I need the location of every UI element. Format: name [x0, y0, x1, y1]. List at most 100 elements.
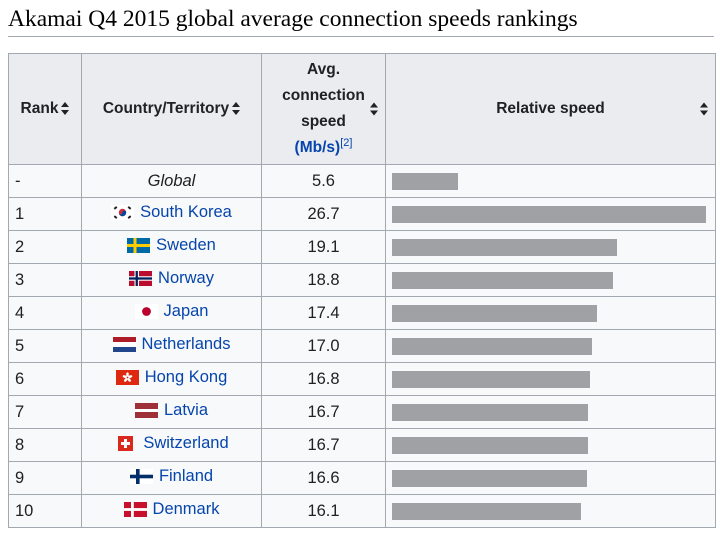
relative-speed-cell	[385, 461, 716, 495]
country-name[interactable]: Norway	[158, 269, 214, 287]
rank-cell: 9	[8, 461, 82, 495]
relative-speed-cell	[385, 164, 716, 198]
relative-speed-bar	[392, 238, 617, 256]
relative-speed-cell	[385, 197, 716, 231]
country-name[interactable]: Denmark	[152, 500, 220, 518]
table-row: 2 Sweden 19.1	[8, 230, 716, 264]
column-header-rank-label: Rank	[20, 100, 59, 117]
table-row: 4 Japan 17.4	[8, 296, 716, 330]
relative-speed-bar	[392, 172, 458, 190]
rank-cell: 6	[8, 362, 82, 396]
column-header-speed-label: Avg. connection speed (Mb/s)[2]	[282, 57, 365, 161]
netherlands-flag-icon	[112, 337, 136, 352]
relative-speed-bar	[392, 469, 587, 487]
page-title: Akamai Q4 2015 global average connection…	[8, 6, 578, 32]
country-cell: Norway	[81, 263, 262, 297]
relative-speed-bar	[392, 436, 588, 454]
table-row: - Global 5.6	[8, 164, 716, 198]
country-cell: Sweden	[81, 230, 262, 264]
speed-header-line-1: Avg.	[306, 61, 340, 78]
rank-cell: 2	[8, 230, 82, 264]
country-cell: Latvia	[81, 395, 262, 429]
country-cell: Global	[81, 164, 262, 198]
relative-speed-cell	[385, 428, 716, 462]
relative-speed-cell	[385, 362, 716, 396]
speed-header-line-2: connection	[282, 87, 365, 104]
rank-cell: 4	[8, 296, 82, 330]
country-cell: Finland	[81, 461, 262, 495]
rank-cell: 5	[8, 329, 82, 363]
country-cell: Denmark	[81, 494, 262, 528]
relative-speed-cell	[385, 395, 716, 429]
sort-icon[interactable]	[700, 102, 708, 116]
country-cell: Netherlands	[81, 329, 262, 363]
column-header-rank[interactable]: Rank	[8, 53, 82, 165]
speed-cell: 17.0	[261, 329, 386, 363]
speed-header-line-3: speed	[301, 113, 346, 130]
speed-cell: 26.7	[261, 197, 386, 231]
speed-cell: 17.4	[261, 296, 386, 330]
relative-speed-bar	[392, 370, 590, 388]
column-header-country-label: Country/Territory	[102, 100, 230, 117]
column-header-speed[interactable]: Avg. connection speed (Mb/s)[2]	[261, 53, 386, 165]
table-row: 9 Finland 16.6	[8, 461, 716, 495]
relative-speed-cell	[385, 296, 716, 330]
table-body: - Global 5.6 1 South Korea 26.7 2 Sweden 19.1 3 No…	[8, 164, 716, 528]
relative-speed-bar	[392, 271, 613, 289]
sort-icon[interactable]	[232, 102, 241, 116]
relative-speed-bar	[392, 403, 588, 421]
speed-cell: 16.1	[261, 494, 386, 528]
switzerland-flag-icon	[114, 436, 137, 451]
denmark-flag-icon	[123, 502, 147, 517]
speed-unit-link[interactable]: (Mb/s)	[294, 139, 341, 156]
country-name: Global	[147, 171, 196, 190]
speed-cell: 16.7	[261, 395, 386, 429]
relative-speed-cell	[385, 329, 716, 363]
country-name[interactable]: Japan	[163, 302, 209, 320]
country-name[interactable]: Finland	[158, 467, 214, 485]
norway-flag-icon	[129, 271, 153, 286]
country-cell: South Korea	[81, 197, 262, 231]
table-header-row: Rank Country/Territory Avg. connection s…	[8, 53, 716, 165]
country-cell: Hong Kong	[81, 362, 262, 396]
relative-speed-bar	[392, 304, 597, 322]
rankings-table: Rank Country/Territory Avg. connection s…	[8, 53, 716, 528]
column-header-relative-speed[interactable]: Relative speed	[385, 53, 716, 165]
rank-cell: 1	[8, 197, 82, 231]
latvia-flag-icon	[134, 403, 158, 418]
sort-icon[interactable]	[370, 102, 378, 116]
relative-speed-cell	[385, 230, 716, 264]
column-header-relative-label: Relative speed	[496, 100, 605, 117]
table-row: 10 Denmark 16.1	[8, 494, 716, 528]
country-name[interactable]: Sweden	[156, 236, 216, 254]
relative-speed-bar	[392, 337, 592, 355]
hong-kong-flag-icon	[115, 370, 139, 385]
column-header-country[interactable]: Country/Territory	[81, 53, 262, 165]
speed-cell: 19.1	[261, 230, 386, 264]
rank-cell: 3	[8, 263, 82, 297]
table-row: 1 South Korea 26.7	[8, 197, 716, 231]
sweden-flag-icon	[127, 238, 151, 253]
country-name[interactable]: Netherlands	[141, 335, 231, 353]
country-cell: Japan	[81, 296, 262, 330]
sort-icon[interactable]	[61, 102, 70, 116]
rank-cell: 10	[8, 494, 82, 528]
table-row: 5 Netherlands 17.0	[8, 329, 716, 363]
country-name[interactable]: Latvia	[163, 401, 209, 419]
table-row: 3 Norway 18.8	[8, 263, 716, 297]
country-name[interactable]: Switzerland	[143, 434, 229, 452]
country-name[interactable]: South Korea	[140, 203, 232, 221]
country-name[interactable]: Hong Kong	[144, 368, 228, 386]
table-row: 6 Hong Kong 16.8	[8, 362, 716, 396]
reference-link[interactable]: [2]	[340, 136, 353, 149]
speed-cell: 5.6	[261, 164, 386, 198]
relative-speed-bar	[392, 205, 706, 223]
country-cell: Switzerland	[81, 428, 262, 462]
rank-cell: 8	[8, 428, 82, 462]
japan-flag-icon	[134, 304, 158, 319]
speed-cell: 16.8	[261, 362, 386, 396]
rank-cell: -	[8, 164, 82, 198]
relative-speed-cell	[385, 494, 716, 528]
rank-cell: 7	[8, 395, 82, 429]
title-divider	[8, 36, 714, 37]
